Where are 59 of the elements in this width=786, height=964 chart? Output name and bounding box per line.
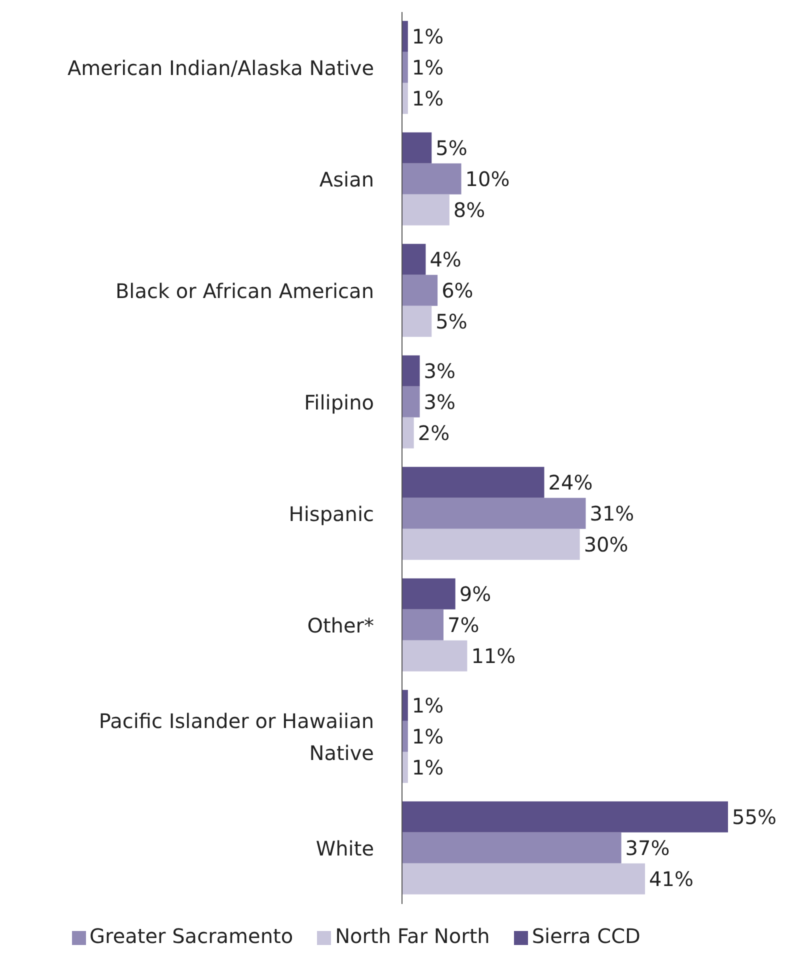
data-label: 2% xyxy=(418,420,450,445)
bar xyxy=(402,466,544,498)
data-label: 4% xyxy=(430,247,462,272)
bar xyxy=(402,863,646,894)
bar xyxy=(402,720,408,752)
bar xyxy=(402,417,414,448)
bar xyxy=(402,528,580,560)
bar xyxy=(402,752,408,783)
bar xyxy=(402,355,420,386)
data-label: 11% xyxy=(471,644,516,668)
bar xyxy=(402,801,728,832)
data-label: 1% xyxy=(412,86,444,110)
y-tick-label: Hispanic xyxy=(288,502,374,526)
y-tick-label: Asian xyxy=(319,167,374,192)
data-label: 8% xyxy=(453,198,486,222)
bar xyxy=(402,52,408,83)
data-label: 41% xyxy=(649,866,694,891)
legend-label: Greater Sacramento xyxy=(90,924,294,948)
bar xyxy=(402,640,468,672)
data-label: 1% xyxy=(412,55,444,80)
bar xyxy=(402,690,408,721)
y-tick-label: Filipino xyxy=(304,390,374,414)
data-label: 3% xyxy=(424,390,456,414)
bar xyxy=(402,832,622,864)
bar xyxy=(402,578,456,610)
data-label: 3% xyxy=(424,358,456,383)
data-label: 5% xyxy=(436,136,468,160)
bar xyxy=(402,132,432,164)
bar xyxy=(402,20,408,52)
y-tick-label: Pacific Islander or Hawaiian Native xyxy=(98,708,374,765)
bar xyxy=(402,244,426,275)
data-label: 10% xyxy=(465,166,510,191)
data-label: 6% xyxy=(442,278,474,302)
data-label: 24% xyxy=(548,470,593,494)
bar xyxy=(402,163,462,194)
bar xyxy=(402,274,438,306)
legend-label: North Far North xyxy=(335,924,490,948)
data-label: 1% xyxy=(412,693,444,718)
data-label: 55% xyxy=(732,804,776,829)
y-tick-label: American Indian/Alaska Native xyxy=(67,56,374,80)
data-label: 37% xyxy=(625,836,670,860)
legend-label: Sierra CCD xyxy=(532,924,640,948)
data-label: 7% xyxy=(447,612,480,637)
y-tick-label: White xyxy=(316,836,374,860)
data-label: 1% xyxy=(412,755,444,780)
data-label: 9% xyxy=(459,582,492,606)
data-label: 5% xyxy=(436,309,468,334)
y-tick-label: Other* xyxy=(307,613,374,638)
bar xyxy=(402,498,586,529)
bar xyxy=(402,609,444,640)
data-label: 1% xyxy=(412,24,444,48)
data-label: 1% xyxy=(412,724,444,748)
y-tick-label: Black or African American xyxy=(115,278,374,303)
bar xyxy=(402,82,408,114)
bar xyxy=(402,306,432,337)
bar xyxy=(402,194,450,226)
bar xyxy=(402,386,420,418)
data-label: 31% xyxy=(590,501,634,526)
data-label: 30% xyxy=(584,532,628,556)
